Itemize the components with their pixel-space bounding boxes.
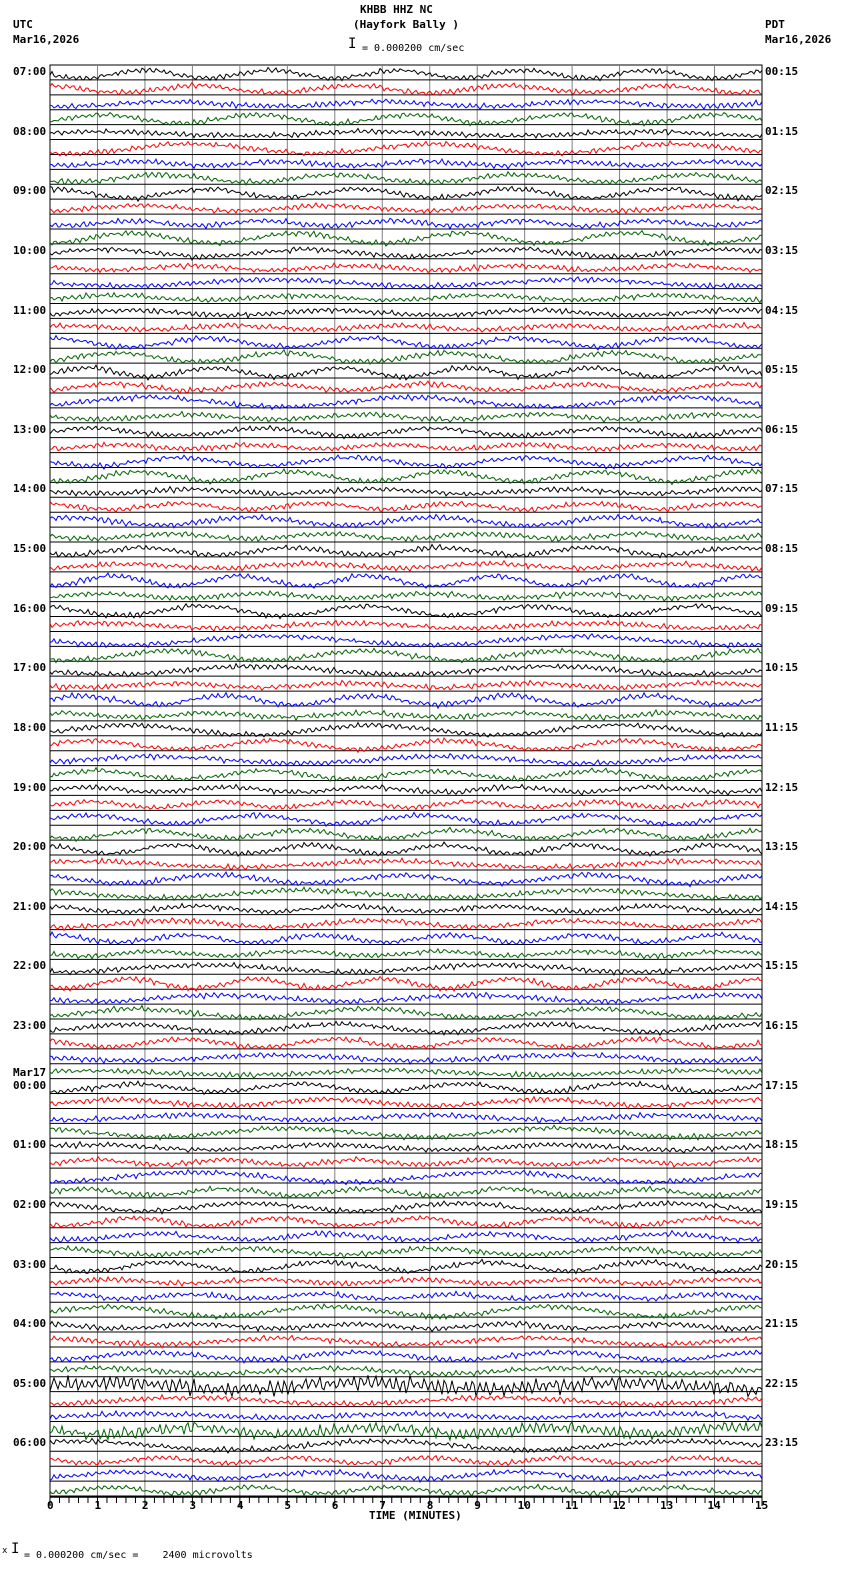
utc-hour-label: 17:00 — [13, 661, 47, 675]
pdt-time-label: 15:15 — [765, 959, 799, 973]
pdt-time-label: 11:15 — [765, 720, 799, 734]
x-tick-label: 9 — [474, 1499, 481, 1512]
utc-hour-label: 19:00 — [13, 780, 47, 794]
x-tick-label: 8 — [426, 1499, 434, 1512]
utc-hour-label: 16:00 — [13, 601, 47, 615]
x-axis-label: TIME (MINUTES) — [369, 1509, 462, 1522]
right-date: Mar16,2026 — [765, 33, 832, 46]
pdt-time-label: 09:15 — [765, 601, 799, 615]
x-tick-label: 1 — [94, 1499, 102, 1512]
pdt-time-label: 10:15 — [765, 661, 799, 675]
pdt-time-label: 04:15 — [765, 303, 799, 317]
utc-hour-label: 20:00 — [13, 840, 47, 854]
utc-hour-label: 22:00 — [13, 959, 47, 973]
left-timezone: UTC — [13, 18, 33, 31]
utc-hour-label: 15:00 — [13, 542, 47, 555]
pdt-time-label: 23:15 — [765, 1436, 799, 1450]
pdt-time-label: 14:15 — [765, 899, 799, 913]
x-tick-label: 10 — [517, 1499, 531, 1512]
utc-hour-label: 13:00 — [13, 422, 47, 436]
pdt-time-label: 20:15 — [765, 1257, 799, 1271]
x-tick-label: 2 — [141, 1499, 149, 1512]
pdt-time-label: 05:15 — [765, 363, 799, 377]
utc-hour-label: 14:00 — [13, 482, 47, 496]
station-title: KHBB HHZ NC — [360, 3, 433, 16]
utc-hour-label: 01:00 — [13, 1138, 47, 1152]
utc-hour-label: 05:00 — [13, 1376, 47, 1390]
x-tick-label: 0 — [47, 1499, 54, 1512]
utc-hour-label: 07:00 — [13, 65, 47, 78]
footer-scale-bar-icon: I — [11, 1541, 20, 1557]
utc-hour-label: 23:00 — [13, 1019, 47, 1032]
x-tick-label: 13 — [660, 1499, 674, 1512]
x-tick-label: 7 — [379, 1499, 386, 1512]
scale-bar-icon: I — [348, 36, 357, 52]
pdt-time-label: 22:15 — [765, 1376, 799, 1390]
x-tick-label: 12 — [612, 1499, 626, 1512]
utc-hour-label: 18:00 — [13, 720, 47, 734]
utc-hour-label: 08:00 — [13, 124, 47, 138]
footer-scale-note: = 0.000200 cm/sec = 2400 microvolts — [24, 1550, 253, 1561]
pdt-time-label: 08:15 — [765, 542, 799, 555]
day-change-label: Mar17 — [13, 1065, 47, 1079]
pdt-time-label: 19:15 — [765, 1197, 799, 1211]
x-tick-label: 6 — [331, 1499, 339, 1512]
pdt-time-label: 18:15 — [765, 1138, 799, 1152]
x-tick-label: 11 — [565, 1499, 579, 1512]
pdt-time-label: 02:15 — [765, 184, 799, 198]
utc-hour-label: 21:00 — [13, 899, 47, 913]
x-tick-label: 3 — [189, 1499, 197, 1512]
pdt-time-label: 17:15 — [765, 1078, 799, 1092]
pdt-time-label: 21:15 — [765, 1317, 799, 1331]
station-location: (Hayfork Bally ) — [353, 18, 459, 31]
utc-hour-label: 10:00 — [13, 243, 47, 257]
utc-hour-label: 04:00 — [13, 1317, 47, 1331]
utc-hour-label: 02:00 — [13, 1197, 47, 1211]
utc-hour-label: 06:00 — [13, 1436, 47, 1450]
utc-hour-label: 00:00 — [13, 1078, 47, 1092]
utc-hour-label: 11:00 — [13, 303, 47, 317]
pdt-time-label: 01:15 — [765, 124, 799, 138]
pdt-time-label: 13:15 — [765, 840, 799, 854]
utc-hour-label: 09:00 — [13, 184, 47, 198]
pdt-time-label: 07:15 — [765, 482, 799, 496]
left-date: Mar16,2026 — [13, 33, 80, 46]
pdt-time-label: 06:15 — [765, 422, 799, 436]
x-tick-label: 15 — [755, 1499, 769, 1512]
scale-label: = 0.000200 cm/sec — [362, 43, 465, 54]
pdt-time-label: 03:15 — [765, 243, 799, 257]
right-timezone: PDT — [765, 18, 785, 31]
x-tick-label: 14 — [707, 1499, 721, 1512]
x-tick-label: 5 — [284, 1499, 291, 1512]
pdt-time-label: 12:15 — [765, 780, 799, 794]
utc-hour-label: 03:00 — [13, 1257, 47, 1271]
pdt-time-label: 00:15 — [765, 65, 799, 78]
utc-hour-label: 12:00 — [13, 363, 47, 377]
x-tick-label: 4 — [236, 1499, 244, 1512]
footer-scale-icon: x — [2, 1546, 8, 1556]
pdt-time-label: 16:15 — [765, 1019, 799, 1032]
